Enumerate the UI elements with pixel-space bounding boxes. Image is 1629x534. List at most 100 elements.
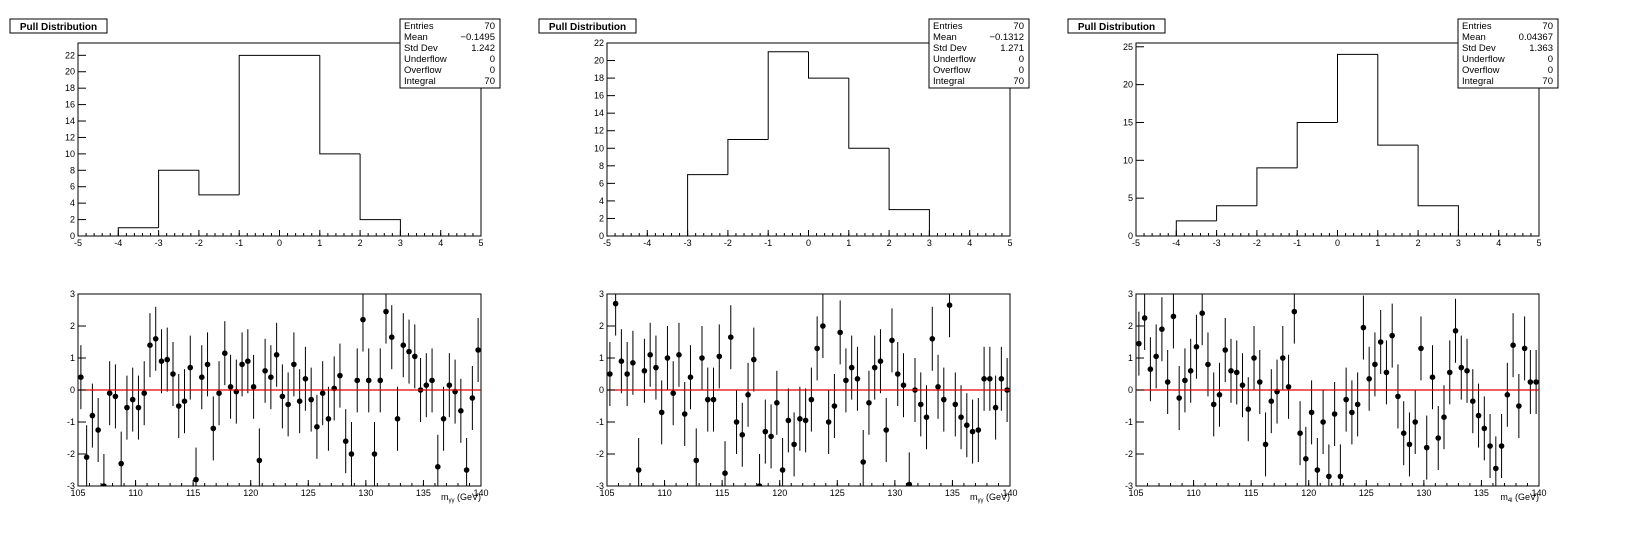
x-tick-label: -1 — [764, 238, 772, 248]
stats-label: Overflow — [1462, 65, 1500, 76]
x-tick-label: 4 — [438, 238, 443, 248]
data-point — [768, 433, 774, 440]
x-axis-label-unit: (GeV) — [983, 492, 1010, 502]
y-tick-label: -2 — [1125, 449, 1133, 459]
x-tick-label: 3 — [927, 238, 932, 248]
data-point — [791, 441, 797, 448]
data-point — [987, 376, 993, 382]
x-tick-label: 140 — [1531, 488, 1546, 498]
data-point — [118, 460, 124, 467]
data-point — [95, 427, 101, 433]
y-tick-label: 3 — [70, 289, 75, 299]
x-tick-label: -3 — [684, 238, 692, 248]
data-point — [929, 336, 936, 342]
x-axis-label-unit: (GeV) — [454, 492, 481, 502]
scatter-points — [607, 294, 1010, 486]
data-point — [141, 390, 148, 397]
data-point — [354, 377, 361, 384]
data-point — [820, 323, 826, 329]
histogram-bin — [238, 54, 280, 195]
data-point — [1176, 395, 1182, 401]
y-tick-label: 20 — [1123, 80, 1133, 90]
data-point — [204, 361, 211, 368]
stats-value: −0.1495 — [460, 32, 495, 43]
data-point — [1498, 443, 1505, 449]
data-point — [1331, 411, 1338, 417]
x-axis-label-main: m — [441, 492, 449, 502]
data-point — [325, 416, 332, 422]
y-tick-label: 1 — [599, 353, 604, 363]
y-tick-label: 0 — [70, 231, 75, 241]
stats-value: 0 — [490, 65, 495, 76]
y-tick-label: 14 — [594, 108, 604, 118]
x-tick-label: 125 — [1359, 488, 1374, 498]
data-point — [733, 419, 740, 425]
data-point — [463, 467, 470, 473]
data-point — [658, 409, 665, 416]
x-tick-label: 135 — [416, 488, 431, 498]
x-tick-label: 1 — [846, 238, 851, 248]
x-tick-label: 130 — [1416, 488, 1431, 498]
data-point — [923, 414, 930, 421]
data-point — [1469, 398, 1476, 405]
stats-label: Integral — [933, 76, 965, 87]
stats-value: 1.271 — [1000, 43, 1024, 54]
y-tick-label: 0 — [599, 231, 604, 241]
y-tick-label: 14 — [65, 116, 75, 126]
data-point — [779, 467, 786, 473]
data-point — [360, 316, 366, 323]
x-tick-label: 140 — [1002, 488, 1017, 498]
x-tick-label: 3 — [398, 238, 403, 248]
stats-label: Underflow — [933, 54, 976, 65]
y-tick-label: 22 — [65, 50, 75, 60]
data-point — [1510, 342, 1516, 349]
stats-label: Entries — [933, 21, 963, 32]
data-point — [302, 376, 309, 382]
data-point — [1527, 379, 1534, 385]
data-point — [377, 377, 384, 384]
data-point — [676, 352, 682, 358]
data-point — [1251, 355, 1257, 361]
data-point — [129, 396, 136, 403]
x-tick-label: 120 — [772, 488, 787, 498]
stats-label: Overflow — [404, 65, 442, 76]
data-point — [745, 392, 751, 398]
data-point — [429, 377, 435, 384]
data-point — [1205, 361, 1211, 368]
data-point — [319, 390, 326, 397]
stats-label: Integral — [1462, 76, 1494, 87]
data-point — [411, 353, 418, 360]
data-point — [1504, 392, 1511, 398]
y-tick-label: 0 — [1128, 385, 1133, 395]
data-point — [1337, 473, 1344, 480]
y-tick-label: 16 — [65, 100, 75, 110]
data-point — [1233, 369, 1240, 376]
histogram-bin — [1337, 53, 1378, 123]
data-point — [1268, 398, 1275, 405]
stats-value: 0.04367 — [1519, 32, 1553, 43]
x-tick-label: -1 — [1293, 238, 1301, 248]
x-tick-label: -3 — [155, 238, 163, 248]
data-point — [808, 396, 815, 403]
data-point — [739, 432, 746, 438]
data-point — [1308, 409, 1315, 416]
x-tick-label: 2 — [1416, 238, 1421, 248]
data-point — [308, 396, 314, 403]
data-point — [406, 348, 412, 355]
x-tick-label: 5 — [1536, 238, 1541, 248]
data-point — [1245, 406, 1252, 413]
y-tick-label: 2 — [1128, 321, 1133, 331]
data-point — [152, 336, 159, 342]
x-tick-label: 4 — [1496, 238, 1501, 248]
data-point — [1320, 419, 1326, 425]
title-box — [538, 18, 637, 34]
x-tick-label: 5 — [1007, 238, 1012, 248]
data-point — [1297, 430, 1303, 437]
x-tick-label: 1 — [1375, 238, 1380, 248]
stats-label: Overflow — [933, 65, 971, 76]
data-point — [1228, 368, 1234, 374]
data-point — [435, 464, 441, 470]
histogram-bin — [687, 174, 728, 236]
